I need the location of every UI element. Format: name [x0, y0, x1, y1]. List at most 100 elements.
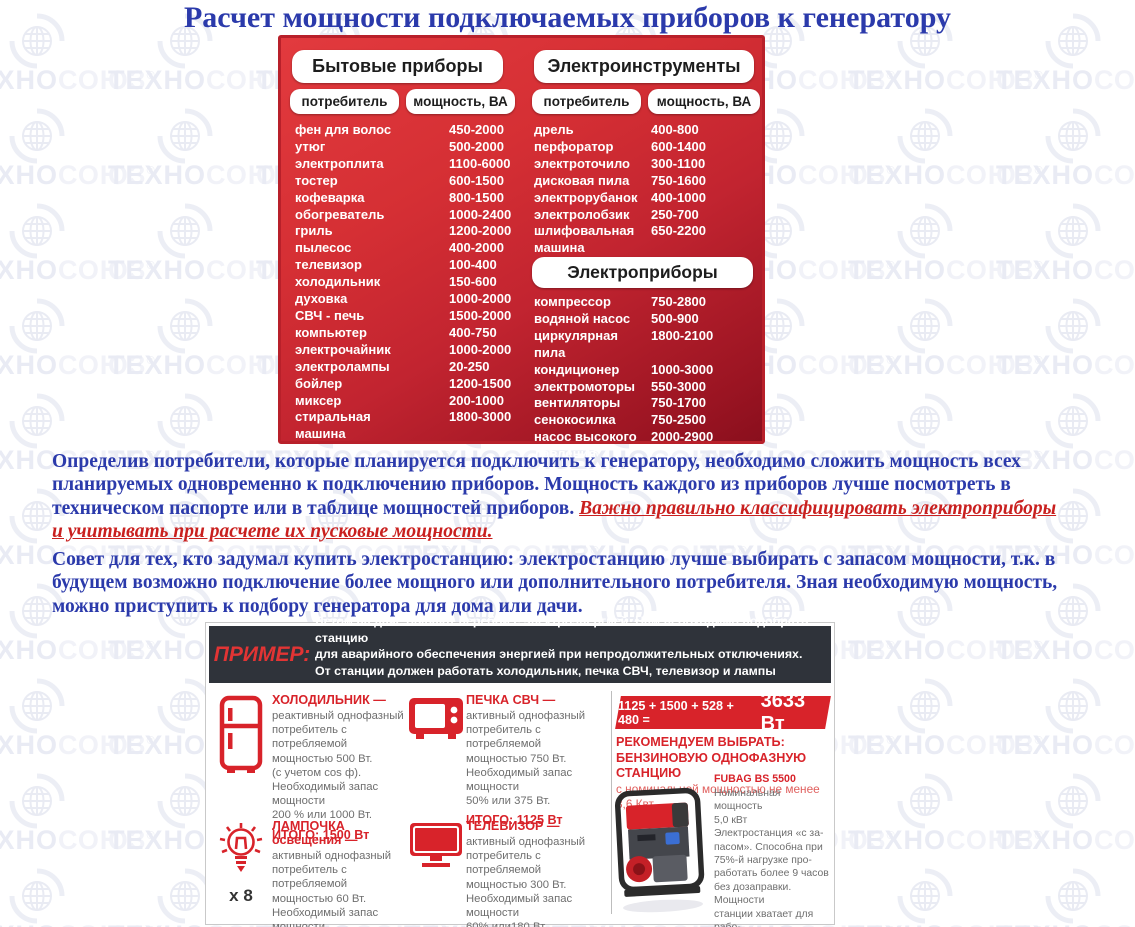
- consumer-name: компьютер: [295, 324, 367, 340]
- globe-icon: [305, 488, 361, 543]
- product-description: Номинальная мощность 5,0 кВт Электростан…: [714, 788, 829, 927]
- microwave-icon: [408, 695, 463, 746]
- watermark-brand-text: ТЕХНОСОЮЗ®: [108, 160, 303, 190]
- watermark-brand-text: ТЕХНОСОЮЗ®: [0, 920, 156, 927]
- power-range: 750-2500: [651, 412, 706, 428]
- power-range: 1000-2000: [449, 291, 512, 307]
- tools-rows: дрель 400-800 перфоратор 600-1400 электроточ…: [534, 122, 758, 257]
- consumer-name: электроплита: [295, 155, 384, 171]
- globe-icon: [601, 488, 657, 543]
- consumer-name: утюг: [295, 138, 326, 154]
- watermark-brand-text: ТЕХНОСОЮЗ®: [848, 825, 1044, 855]
- item-description: активный однофазный потребитель с потреб…: [272, 850, 392, 927]
- example-block: ПРИМЕР: Летом на даче бывают перебои с э…: [205, 614, 835, 927]
- column-header-consumer: потребитель: [532, 89, 641, 114]
- watermark-brand-text: ТЕХНОСОЮЗ®: [0, 255, 156, 285]
- table-row: электрорубанок 400-1000: [534, 190, 758, 207]
- globe-icon: [157, 393, 213, 448]
- table-row: сенокосилка 750-2500: [534, 412, 758, 429]
- consumer-name: электрорубанок: [534, 189, 638, 205]
- table-row: перфоратор 600-1400: [534, 139, 758, 156]
- item-title: ТЕЛЕВИЗОР —: [466, 819, 560, 833]
- item-total: ИТОГО: 1500 Вт: [272, 827, 370, 842]
- table-row: духовка 1000-2000: [295, 291, 523, 308]
- consumer-name: перфоратор: [534, 138, 614, 154]
- watermark-brand-text: ТЕХНОСОЮЗ®: [996, 255, 1135, 285]
- power-range: 200-1000: [449, 392, 504, 408]
- globe-icon: [157, 583, 213, 638]
- watermark-brand-text: ТЕХНОСОЮЗ®: [848, 445, 1044, 475]
- watermark-brand-text: ТЕХНОСОЮЗ®: [0, 350, 156, 380]
- watermark-brand-text: ТЕХНОСОЮЗ®: [108, 445, 304, 475]
- watermark-brand-text: ТЕХНОСОЮЗ®: [996, 540, 1135, 570]
- consumer-name: стиральная машина: [295, 409, 371, 442]
- paragraph-advice: Совет для тех, кто задумал купить электр…: [52, 549, 1058, 617]
- watermark-brand-text: ТЕХНОСОЮЗ®: [848, 255, 1044, 285]
- globe-icon: [9, 868, 65, 923]
- consumer-name: вентиляторы: [534, 395, 621, 411]
- item-description: реактивный однофазный потребитель с потр…: [272, 710, 404, 822]
- table-row: обогреватель 1000-2400: [295, 207, 523, 224]
- globe-icon: [9, 13, 65, 68]
- consumer-name: электромоторы: [534, 378, 635, 394]
- power-range: 550-3000: [651, 378, 706, 394]
- item-description: активный однофазный потребитель с потреб…: [466, 710, 586, 808]
- watermark-brand-text: ТЕХНОСОЮЗ®: [0, 825, 156, 855]
- example-intro-text: Летом на даче бывают перебои с электроэн…: [315, 614, 809, 695]
- globe-icon: [1045, 108, 1101, 163]
- consumer-name: электролобзик: [534, 206, 630, 222]
- watermark-brand-text: ТЕХНОСОЮЗ®: [0, 65, 156, 95]
- globe-icon: [9, 488, 65, 543]
- table-row: насос высокого давления 2000-2900: [534, 429, 758, 463]
- item-title: ХОЛОДИЛЬНИК —: [272, 693, 386, 707]
- globe-icon: [897, 203, 953, 258]
- section-header-household: Бытовые приборы: [292, 50, 503, 83]
- power-range: 1800-3000: [449, 409, 512, 425]
- globe-icon: [9, 678, 65, 733]
- watermark-brand-text: ТЕХНОСОЮЗ®: [848, 730, 1044, 760]
- power-range: 250-700: [651, 206, 699, 222]
- globe-icon: [897, 393, 953, 448]
- example-header-bar: ПРИМЕР: Летом на даче бывают перебои с э…: [209, 614, 831, 694]
- table-row: миксер 200-1000: [295, 393, 523, 410]
- table-row: гриль 1200-2000: [295, 223, 523, 240]
- watermark-brand-text: ТЕХНОСОЮЗ®: [848, 65, 1044, 95]
- watermark-brand-text: ТЕХНОСОЮЗ®: [848, 540, 1044, 570]
- column-header-consumer: потребитель: [290, 89, 399, 114]
- lamp-multiplier: х 8: [229, 886, 253, 905]
- table-row: кофеварка 800-1500: [295, 190, 523, 207]
- power-range: 800-1500: [449, 189, 504, 205]
- table-row: электроточило 300-1100: [534, 156, 758, 173]
- consumer-name: электролампы: [295, 358, 390, 374]
- example-item-tv: ТЕЛЕВИЗОР — активный однофазный потребит…: [408, 819, 604, 927]
- consumer-name: пылесос: [295, 240, 352, 256]
- table-row: электромоторы 550-3000: [534, 379, 758, 396]
- page-title: Расчет мощности подключаемых приборов к …: [183, 1, 952, 34]
- globe-icon: [1045, 393, 1101, 448]
- globe-icon: [9, 108, 65, 163]
- consumer-name: компрессор: [534, 294, 611, 309]
- sum-total: 3633 Вт: [760, 689, 806, 735]
- consumer-name: насос высокого давления: [534, 429, 637, 462]
- globe-icon: [453, 488, 509, 543]
- power-range: 400-750: [449, 324, 497, 340]
- globe-icon: [9, 393, 65, 448]
- example-item-fridge: ХОЛОДИЛЬНИК — реактивный однофазный потр…: [214, 693, 410, 842]
- table-row: компрессор 750-2800: [534, 294, 758, 311]
- consumer-name: гриль: [295, 223, 333, 239]
- power-range: 450-2000: [449, 122, 504, 137]
- power-range: 2000-2900: [651, 429, 714, 445]
- power-range: 750-2800: [651, 294, 706, 309]
- recommendation-line: РЕКОМЕНДУЕМ ВЫБРАТЬ:: [616, 735, 785, 749]
- watermark-brand-text: ТЕХНОСОЮЗ®: [0, 540, 156, 570]
- globe-icon: [1045, 488, 1101, 543]
- table-row: холодильник 150-600: [295, 274, 523, 291]
- paragraph-blue-text: Определив потребители, которые планирует…: [52, 451, 1021, 519]
- globe-icon: [157, 868, 213, 923]
- power-range: 500-900: [651, 310, 699, 326]
- table-row: телевизор 100-400: [295, 257, 523, 274]
- globe-icon: [157, 298, 213, 353]
- globe-icon: [897, 488, 953, 543]
- consumer-name: холодильник: [295, 274, 381, 290]
- power-range: 1500-2000: [449, 307, 512, 323]
